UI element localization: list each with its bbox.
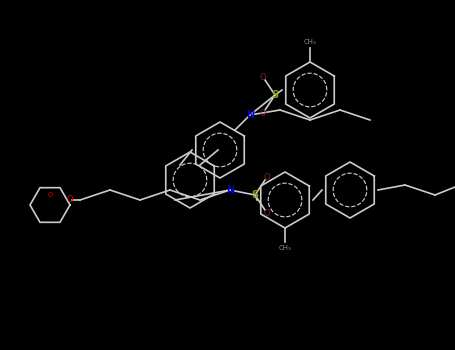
Text: O: O xyxy=(260,72,266,82)
Text: O: O xyxy=(47,192,53,198)
Text: N: N xyxy=(226,185,234,195)
Text: S: S xyxy=(252,190,258,200)
Text: CH₃: CH₃ xyxy=(278,245,291,251)
Text: O: O xyxy=(264,209,270,217)
Text: CH₃: CH₃ xyxy=(303,39,316,45)
Text: O: O xyxy=(264,173,270,182)
Text: S: S xyxy=(272,90,278,100)
Text: N: N xyxy=(246,110,254,120)
Text: O: O xyxy=(67,196,73,204)
Text: O: O xyxy=(260,108,266,118)
